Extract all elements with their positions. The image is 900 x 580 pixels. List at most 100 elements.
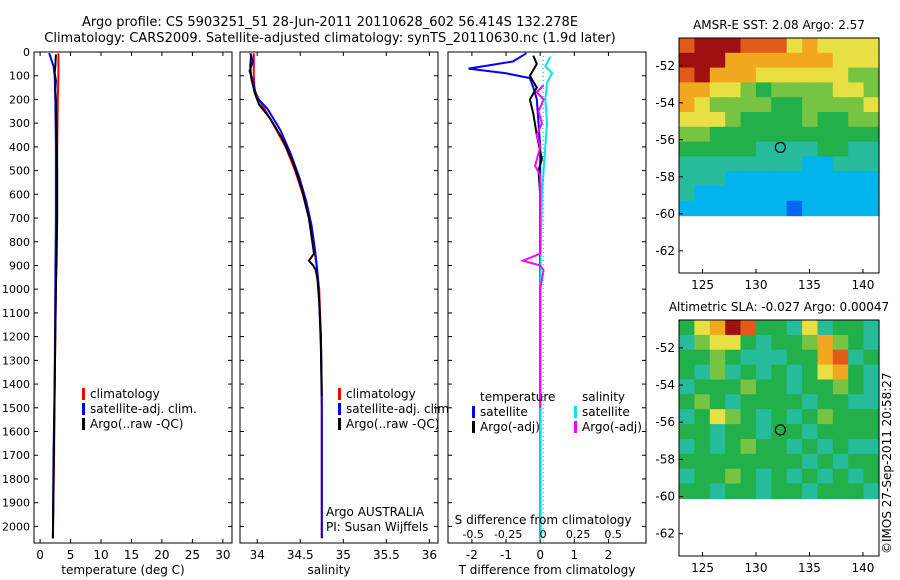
difference-xtick-label: -2 bbox=[466, 548, 478, 562]
temperature-xtick-label: 0 bbox=[36, 548, 44, 562]
temperature-panel: 0 5 10 15 20 25 300100200300400500600700800900… bbox=[2, 46, 233, 577]
altimetric-sla-map-cell bbox=[848, 334, 865, 351]
altimetric-sla-map-cell bbox=[709, 453, 726, 470]
amsre-sst-map-cell bbox=[740, 156, 757, 172]
altimetric-sla-map-cell bbox=[755, 453, 772, 470]
altimetric-sla-map-cell bbox=[802, 453, 819, 470]
depth-tick-label: 400 bbox=[9, 141, 30, 154]
temperature-legend-label: satellite-adj. clim. bbox=[90, 402, 197, 416]
amsre-sst-map-cell bbox=[863, 200, 880, 217]
amsre-sst-map-cell bbox=[832, 67, 849, 83]
depth-tick-label: 1400 bbox=[2, 378, 30, 391]
altimetric-sla-map-cell bbox=[863, 349, 880, 366]
amsre-sst-map-cell bbox=[848, 171, 865, 187]
salinity-legend-swatch bbox=[338, 388, 341, 400]
amsre-sst-map-cell bbox=[832, 156, 849, 172]
altimetric-sla-map-cell bbox=[802, 468, 819, 485]
altimetric-sla-map-cell bbox=[771, 334, 788, 351]
depth-tick-label: 1000 bbox=[2, 283, 30, 296]
altimetric-sla-map-cell bbox=[725, 483, 742, 499]
altimetric-sla-map-cell bbox=[740, 409, 757, 425]
amsre-sst-map-cell bbox=[679, 126, 695, 143]
amsre-sst-map-cell bbox=[848, 112, 865, 128]
amsre-sst-map-cell bbox=[802, 156, 819, 172]
salinity-legend-label: satellite-adj. clim. bbox=[346, 402, 453, 416]
salinity-plot-frame bbox=[239, 51, 439, 544]
altimetric-sla-map-cell bbox=[755, 349, 772, 366]
altimetric-sla-map-ytick-label: -54 bbox=[655, 378, 675, 392]
altimetric-sla-map-title: Altimetric SLA: -0.027 Argo: 0.00047 bbox=[669, 300, 889, 314]
amsre-sst-map-cell bbox=[694, 82, 711, 98]
altimetric-sla-map-cell bbox=[725, 334, 742, 351]
salinity-scale-label: 0.5 bbox=[604, 528, 622, 541]
altimetric-sla-map-cell bbox=[709, 334, 726, 351]
altimetric-sla-map-cell bbox=[709, 468, 726, 485]
altimetric-sla-map-cell bbox=[679, 334, 695, 351]
amsre-sst-map-cell bbox=[771, 156, 788, 172]
altimetric-sla-map-cell bbox=[740, 483, 757, 499]
altimetric-sla-map-cell bbox=[832, 394, 849, 410]
amsre-sst-map-cell bbox=[786, 112, 803, 128]
altimetric-sla-map-cell bbox=[848, 379, 865, 395]
altimetric-sla-map-ytick-label: -52 bbox=[655, 341, 675, 355]
altimetric-sla-map-cell bbox=[786, 438, 803, 455]
temperature-series-argo-raw-qc- bbox=[51, 54, 59, 539]
altimetric-sla-map-cell bbox=[694, 409, 711, 425]
amsre-sst-map-cell bbox=[802, 38, 819, 54]
altimetric-sla-map-cell bbox=[755, 424, 772, 440]
legend-s-argo-label: Argo(-adj) bbox=[582, 420, 642, 434]
altimetric-sla-map-ytick-label: -56 bbox=[655, 415, 675, 429]
legend-salinity-title: salinity bbox=[582, 390, 625, 404]
amsre-sst-map-cell bbox=[694, 171, 711, 187]
amsre-sst-map-cell bbox=[755, 82, 772, 98]
altimetric-sla-map-cell bbox=[725, 453, 742, 470]
amsre-sst-map-cell bbox=[755, 126, 772, 143]
altimetric-sla-map-cell bbox=[848, 320, 865, 336]
amsre-sst-map-cell bbox=[817, 200, 834, 217]
temperature-xtick-label: 15 bbox=[124, 548, 139, 562]
altimetric-sla-map-cell bbox=[771, 379, 788, 395]
legend-s-argo-swatch bbox=[574, 421, 577, 433]
amsre-sst-map-cell bbox=[740, 186, 757, 202]
altimetric-sla-map-cell bbox=[832, 468, 849, 485]
legend-t-satellite-label: satellite bbox=[480, 405, 528, 419]
altimetric-sla-map-cell bbox=[786, 409, 803, 425]
amsre-sst-map-cell bbox=[694, 52, 711, 69]
amsre-sst-map-cell bbox=[848, 200, 865, 217]
altimetric-sla-map-cell bbox=[725, 468, 742, 485]
amsre-sst-map-cell bbox=[755, 186, 772, 202]
altimetric-sla-map-cell bbox=[832, 483, 849, 499]
temperature-xtick-label: 20 bbox=[154, 548, 169, 562]
altimetric-sla-map-cell bbox=[694, 453, 711, 470]
amsre-sst-map-cell bbox=[786, 38, 803, 54]
altimetric-sla-map-cell bbox=[694, 483, 711, 499]
amsre-sst-map-cell bbox=[725, 171, 742, 187]
depth-tick-label: 1200 bbox=[2, 331, 30, 344]
amsre-sst-map-cell bbox=[817, 171, 834, 187]
altimetric-sla-map-cell bbox=[755, 364, 772, 381]
altimetric-sla-map-cell bbox=[802, 349, 819, 366]
altimetric-sla-map-cell bbox=[817, 409, 834, 425]
difference-panel: -2 -1 0 1 2T difference from climatology temp… bbox=[447, 51, 647, 577]
amsre-sst-map-xtick-label: 125 bbox=[691, 278, 714, 292]
altimetric-sla-map-ytick-label: -58 bbox=[655, 452, 675, 466]
legend-temperature-title: temperature bbox=[480, 390, 555, 404]
amsre-sst-map-cell bbox=[694, 67, 711, 83]
depth-tick-label: 300 bbox=[9, 117, 30, 130]
amsre-sst-map-cell bbox=[786, 82, 803, 98]
amsre-sst-map-cell bbox=[802, 82, 819, 98]
depth-tick-label: 1600 bbox=[2, 426, 30, 439]
amsre-sst-map-cell bbox=[725, 200, 742, 217]
depth-tick-label: 600 bbox=[9, 188, 30, 201]
depth-tick-label: 100 bbox=[9, 70, 30, 83]
amsre-sst-map-cell bbox=[771, 112, 788, 128]
altimetric-sla-map-cell bbox=[863, 409, 880, 425]
salinity-legend-swatch bbox=[338, 418, 341, 430]
altimetric-sla-map-cell bbox=[863, 379, 880, 395]
altimetric-sla-map-cell bbox=[771, 438, 788, 455]
altimetric-sla-map-cell bbox=[802, 334, 819, 351]
amsre-sst-map-cell bbox=[755, 112, 772, 128]
altimetric-sla-map-cell bbox=[679, 379, 695, 395]
altimetric-sla-map-cell bbox=[832, 409, 849, 425]
